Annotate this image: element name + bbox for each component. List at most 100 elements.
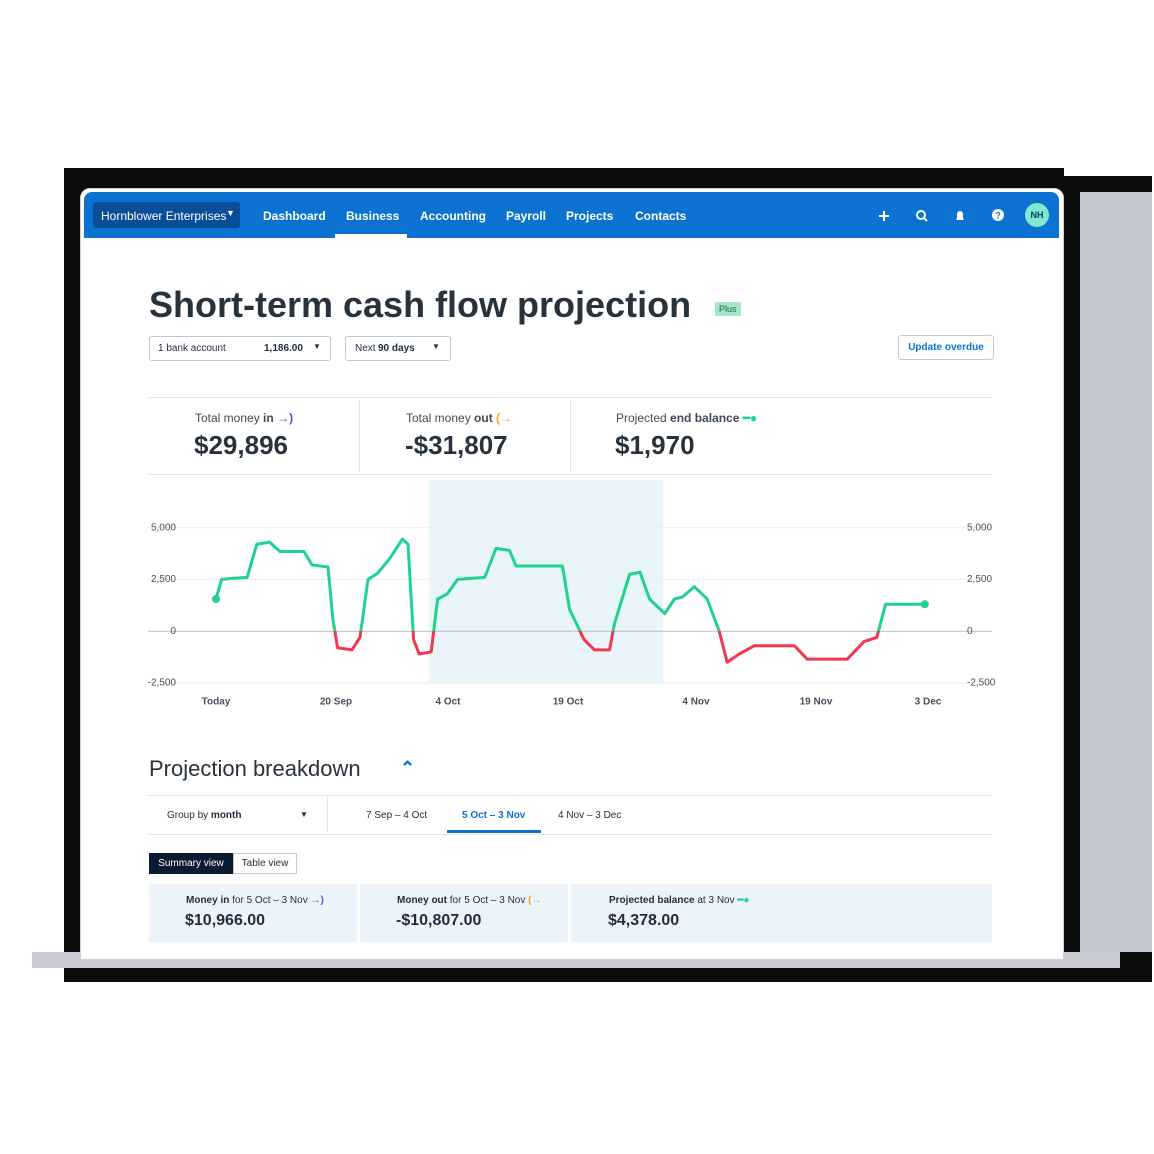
label-text: Projected [616,411,667,425]
breakdown-card [149,884,357,942]
nav-item[interactable]: Contacts [635,209,687,223]
svg-text:?: ? [995,210,1001,220]
x-tick-label: 4 Nov [682,697,710,708]
org-switcher[interactable] [93,202,240,228]
y-tick-label: -2,500 [148,678,177,689]
chart: 5,000 5,000 2,500 2,500 0 0 -2,500 -2,500 Today 2… [148,480,996,708]
nav-item[interactable]: Projects [566,209,614,223]
balance-icon: ━● [737,895,750,906]
x-tick-label: 19 Oct [553,697,584,708]
collapse-toggle[interactable]: ⌃ [400,758,416,778]
out-icon: (→ [528,895,542,906]
x-tick-label: Today [202,697,231,708]
divider [570,400,571,472]
group-selector[interactable]: Group by month [167,810,241,821]
summary-label: Total money out (→ [406,411,512,425]
card-label: Money in for 5 Oct – 3 Nov →) [186,895,324,906]
group-prefix: Group by [167,810,209,821]
y2-tick-label: 5,000 [967,522,992,533]
active-indicator [447,830,541,833]
label-detail: at 3 Nov [697,895,735,906]
label-text: Total money [406,411,471,425]
y-tick-label: 2,500 [151,574,176,585]
avatar[interactable]: NH [1025,203,1049,227]
y2-tick-label: -2,500 [967,678,996,689]
end-point [920,600,929,609]
x-tick-label: 19 Nov [800,697,833,708]
update-button[interactable]: Update overdue [898,335,994,360]
x-tick-label: 3 Dec [915,697,942,708]
card-value: -$10,807.00 [396,912,482,929]
active-indicator [335,234,407,238]
summary-label: Projected end balance ━● [616,411,757,425]
breakdown-card [360,884,568,942]
card-label: Money out for 5 Oct – 3 Nov (→ [397,895,542,906]
summary-value: -$31,807 [405,430,508,460]
y-tick-label: 5,000 [151,522,176,533]
card-value: $4,378.00 [608,912,680,929]
period-value: 90 days [378,343,415,354]
account-label: 1 bank account [158,343,226,354]
period-dropdown[interactable] [345,336,451,361]
nav-item[interactable]: Accounting [420,209,486,223]
x-tick-label: 20 Sep [320,697,352,708]
balance-line [214,537,925,664]
view-toggle[interactable]: Summary view [149,853,233,874]
period-tab[interactable]: 7 Sep – 4 Oct [366,810,428,821]
in-icon: →) [277,411,294,425]
y-tick-label: 0 [170,626,176,637]
divider [327,796,328,833]
period-tab[interactable]: 5 Oct – 3 Nov [462,810,526,821]
period-tab[interactable]: 4 Nov – 3 Dec [558,810,622,821]
add-icon[interactable] [879,211,889,221]
summary-value: $1,970 [615,430,695,460]
label-strong: Projected balance [609,895,695,906]
label-detail: for 5 Oct – 3 Nov [232,895,308,906]
y2-tick-label: 0 [967,626,973,637]
nav-item[interactable]: Payroll [506,209,547,223]
page-title: Short-term cash flow projection [149,284,692,325]
y2-tick-label: 2,500 [967,574,992,585]
nav-bar [84,192,1059,238]
plan-badge: Plus [715,302,741,316]
search-icon[interactable] [916,210,926,220]
label-text: Total money [195,411,260,425]
nav-item[interactable]: Dashboard [263,209,326,223]
nav-item[interactable]: Business [346,209,400,223]
label-emphasis: end balance [670,411,740,425]
label-emphasis: in [263,411,274,425]
x-tick-label: 4 Oct [435,697,461,708]
balance-icon: ━● [742,411,758,425]
in-icon: →) [310,895,324,906]
selected-period [429,480,663,683]
label-emphasis: out [474,411,493,425]
summary-label: Total money in →) [195,411,293,425]
section-title: Projection breakdown [149,756,361,781]
account-dropdown[interactable] [149,336,331,361]
card-label: Projected balance at 3 Nov ━● [609,895,749,906]
caret: ▼ [432,342,440,351]
period-prefix: Next [355,343,376,354]
label-detail: for 5 Oct – 3 Nov [449,895,526,906]
group-value: month [210,810,242,821]
out-icon: (→ [496,411,513,425]
bell-icon[interactable] [956,211,964,220]
summary-value: $29,896 [194,430,288,460]
caret: ▼ [313,342,321,351]
org-name[interactable]: Hornblower Enterprises [101,209,227,223]
summary-row [148,397,992,475]
divider [359,400,360,472]
breakdown-card [571,884,992,942]
nav-icons: ? [879,209,1004,222]
caret: ▼ [226,208,235,218]
end-point [212,595,220,604]
caret: ▼ [300,810,308,819]
account-balance: 1,186.00 [264,343,303,354]
label-strong: Money out [397,895,447,906]
label-strong: Money in [186,895,230,906]
card-value: $10,966.00 [185,912,266,929]
help-icon[interactable] [992,209,1004,221]
view-toggle[interactable]: Table view [233,853,297,874]
tab-bar [148,795,992,835]
